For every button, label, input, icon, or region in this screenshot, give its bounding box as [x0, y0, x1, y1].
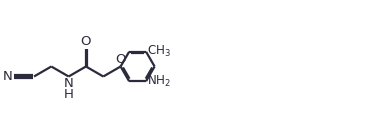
Text: NH$_2$: NH$_2$ — [147, 74, 171, 89]
Text: N
H: N H — [64, 77, 74, 101]
Text: N: N — [2, 70, 12, 83]
Text: O: O — [115, 53, 126, 65]
Text: CH$_3$: CH$_3$ — [147, 44, 171, 59]
Text: O: O — [81, 34, 91, 48]
